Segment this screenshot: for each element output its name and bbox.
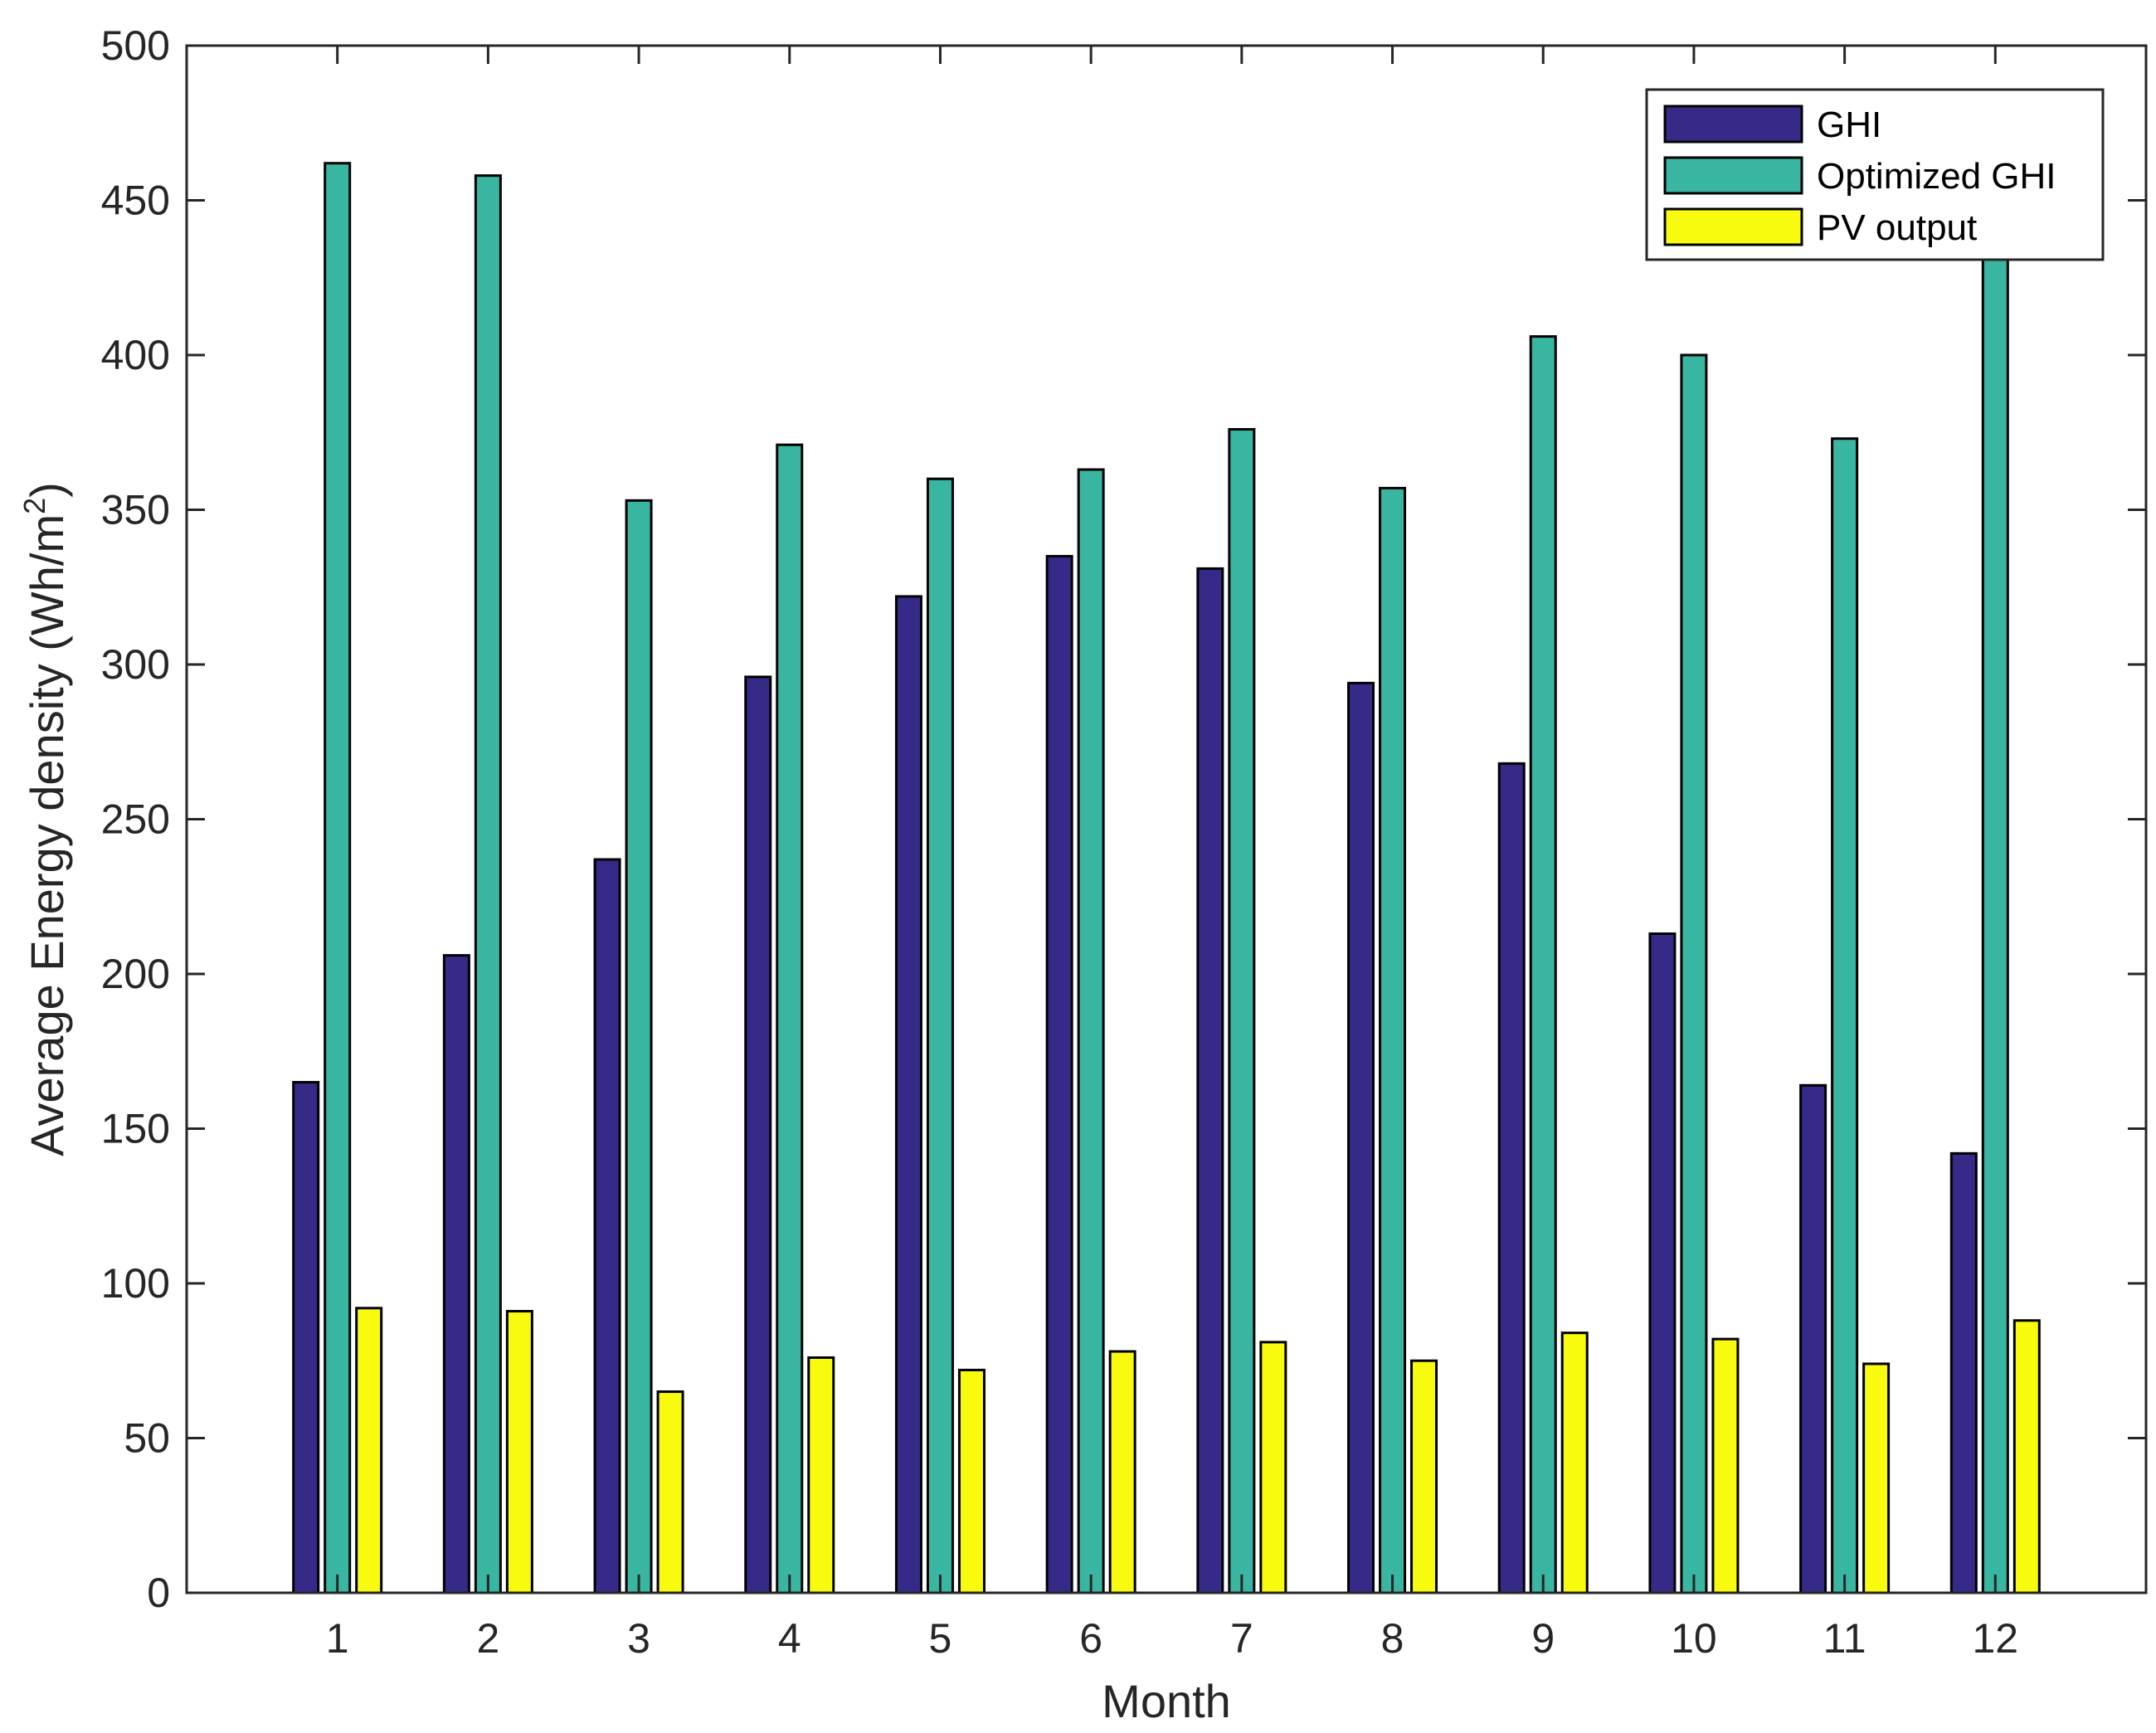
bar-ghi-month-4 xyxy=(744,675,772,1594)
x-tick-label: 9 xyxy=(1531,1615,1555,1662)
y-tick-label: 50 xyxy=(124,1415,170,1462)
legend-swatch-pv-output xyxy=(1663,207,1803,246)
y-axis-title-suffix: ) xyxy=(21,482,73,498)
bar-pv-output-month-1 xyxy=(355,1307,383,1594)
y-axis-title-superscript: 2 xyxy=(17,498,51,514)
x-tick-label: 1 xyxy=(326,1615,349,1662)
y-tick-label: 200 xyxy=(101,951,170,997)
x-tick-label: 5 xyxy=(929,1615,952,1662)
x-tick-label: 2 xyxy=(476,1615,499,1662)
x-axis-title: Month xyxy=(1102,1675,1231,1727)
bar-pv-output-month-5 xyxy=(957,1368,986,1594)
y-tick-label: 500 xyxy=(101,22,170,69)
x-tick-label: 8 xyxy=(1381,1615,1404,1662)
bar-optimized-ghi-month-11 xyxy=(1831,437,1859,1594)
y-tick-label: 150 xyxy=(101,1106,170,1152)
bar-optimized-ghi-month-10 xyxy=(1680,353,1708,1594)
bar-optimized-ghi-month-9 xyxy=(1529,335,1557,1594)
bar-optimized-ghi-month-4 xyxy=(776,443,804,1594)
x-tick-label: 7 xyxy=(1230,1615,1253,1662)
x-tick-label: 11 xyxy=(1823,1615,1866,1662)
bar-pv-output-month-8 xyxy=(1410,1359,1438,1594)
bar-optimized-ghi-month-2 xyxy=(474,174,502,1594)
bar-pv-output-month-6 xyxy=(1108,1350,1136,1594)
x-tick-label: 10 xyxy=(1671,1615,1717,1662)
legend-label-optimized-ghi: Optimized GHI xyxy=(1817,156,2056,197)
y-tick-label: 0 xyxy=(147,1570,170,1616)
bar-optimized-ghi-month-6 xyxy=(1077,468,1105,1594)
x-tick-label: 12 xyxy=(1972,1615,2018,1662)
bar-optimized-ghi-month-8 xyxy=(1379,486,1407,1594)
bar-pv-output-month-11 xyxy=(1862,1362,1891,1594)
y-tick-label: 350 xyxy=(101,487,170,533)
bar-optimized-ghi-month-12 xyxy=(1981,251,2009,1594)
x-axis-ticks: 1 2 3 4 5 6 7 8 9 10 11 12 xyxy=(326,46,2018,1662)
bar-ghi-month-7 xyxy=(1196,567,1224,1594)
bar-ghi-month-10 xyxy=(1648,932,1677,1594)
bar-optimized-ghi-month-1 xyxy=(324,162,352,1594)
bar-pv-output-month-9 xyxy=(1560,1331,1589,1594)
y-axis-title-main: Average Energy density (Wh/m xyxy=(21,514,73,1156)
bar-pv-output-month-2 xyxy=(505,1310,533,1594)
bar-pv-output-month-4 xyxy=(807,1356,835,1594)
legend: GHI Optimized GHI PV output xyxy=(1645,88,2105,261)
x-tick-label: 6 xyxy=(1079,1615,1102,1662)
bar-ghi-month-3 xyxy=(593,858,621,1594)
bar-optimized-ghi-month-5 xyxy=(926,477,954,1594)
x-tick-label: 4 xyxy=(778,1615,801,1662)
legend-label-ghi: GHI xyxy=(1817,105,1881,145)
x-tick-label: 3 xyxy=(627,1615,650,1662)
y-axis-ticks: 0 50 100 150 200 250 300 350 400 450 500 xyxy=(101,22,2146,1616)
bar-ghi-month-2 xyxy=(442,954,470,1594)
bar-ghi-month-9 xyxy=(1497,762,1526,1594)
bar-ghi-month-11 xyxy=(1799,1083,1827,1594)
y-tick-label: 300 xyxy=(101,641,170,688)
legend-label-pv-output: PV output xyxy=(1817,207,1977,248)
y-tick-label: 100 xyxy=(101,1260,170,1307)
y-axis-title: Average Energy density (Wh/m2) xyxy=(17,482,73,1156)
bars-group xyxy=(292,162,2041,1594)
bar-ghi-month-12 xyxy=(1949,1151,1978,1594)
y-tick-label: 450 xyxy=(101,178,170,224)
bar-pv-output-month-12 xyxy=(2012,1319,2041,1594)
bar-pv-output-month-3 xyxy=(656,1390,684,1594)
bar-pv-output-month-7 xyxy=(1259,1341,1287,1594)
bar-pv-output-month-10 xyxy=(1711,1337,1740,1594)
legend-swatch-ghi xyxy=(1663,105,1803,144)
bar-optimized-ghi-month-7 xyxy=(1228,428,1256,1594)
y-tick-label: 250 xyxy=(101,796,170,843)
legend-swatch-optimized-ghi xyxy=(1663,156,1803,195)
bar-ghi-month-8 xyxy=(1347,681,1375,1594)
bar-ghi-month-5 xyxy=(894,595,922,1594)
bar-optimized-ghi-month-3 xyxy=(625,499,653,1594)
bar-ghi-month-1 xyxy=(292,1081,320,1594)
y-tick-label: 400 xyxy=(101,332,170,378)
bar-ghi-month-6 xyxy=(1045,554,1073,1594)
